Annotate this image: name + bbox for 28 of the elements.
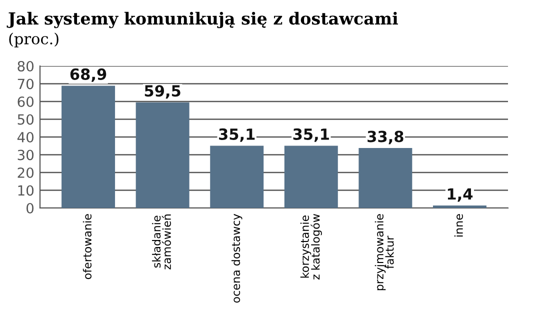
y-tick-label: 20 [18, 167, 34, 178]
bar [62, 86, 116, 208]
chart-title: Jak systemy komunikują się z dostawcami [6, 12, 398, 28]
data-label: 1,4 [448, 188, 473, 202]
bar [210, 146, 264, 208]
y-tick-label: 60 [18, 96, 34, 107]
y-tick-label: 50 [18, 114, 34, 125]
y-tick-label: 80 [18, 60, 34, 72]
x-tick-label: inne [454, 214, 463, 237]
x-tick-label: korzystanie z katalogów [300, 214, 322, 280]
x-tick-label: przyjmowanie faktur [374, 214, 394, 290]
data-label: 35,1 [293, 128, 329, 142]
y-tick-label: 0 [26, 202, 34, 214]
chart-subtitle: (proc.) [9, 32, 58, 48]
bar [284, 146, 338, 208]
y-tick-label: 10 [18, 185, 34, 196]
data-label: 68,9 [70, 68, 106, 82]
y-tick-label: 40 [17, 132, 34, 142]
bar [358, 148, 412, 208]
data-label: 33,8 [368, 130, 404, 144]
x-tick-label: ocena dostawcy [231, 214, 242, 303]
bar [136, 102, 190, 208]
data-label: 59,5 [144, 85, 180, 99]
x-tick-label: ofertowanie [82, 214, 92, 280]
y-tick-label: 30 [18, 150, 34, 160]
data-label: 35,1 [219, 128, 255, 142]
y-tick-label: 70 [18, 78, 34, 90]
x-tick-label: składanie zamówień [152, 214, 171, 270]
